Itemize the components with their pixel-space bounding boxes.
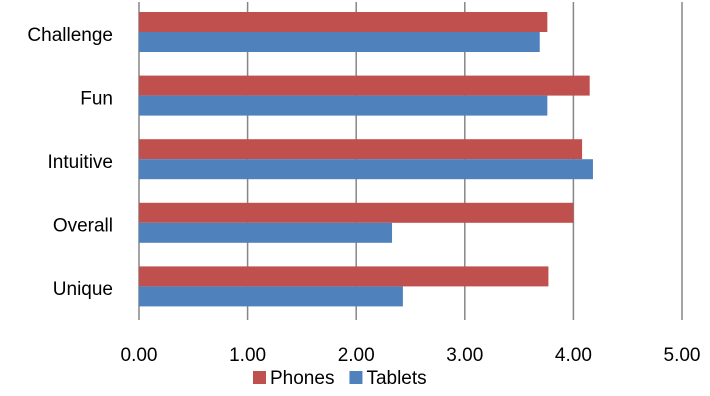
legend-label-phones: Phones [270, 368, 334, 389]
category-label: Intuitive [48, 152, 113, 173]
legend-swatch-phones [253, 371, 266, 384]
category-label: Overall [53, 216, 113, 237]
category-label: Challenge [27, 25, 113, 46]
bar-phones-unique [139, 266, 549, 287]
bar-tablets-challenge [139, 32, 540, 52]
bar-tablets-unique [139, 286, 403, 307]
bar-phones-intuitive [139, 139, 583, 160]
x-tick-label: 5.00 [664, 345, 701, 366]
legend-label-tablets: Tablets [366, 368, 426, 389]
bar-phones-overall [139, 202, 574, 223]
bar-tablets-fun [139, 95, 548, 116]
x-tick-label: 0.00 [121, 345, 158, 366]
category-label: Fun [80, 88, 113, 109]
legend-swatch-tablets [349, 371, 363, 384]
x-tick-label: 4.00 [555, 345, 592, 366]
bar-phones-challenge [139, 12, 548, 32]
x-tick-label: 2.00 [338, 345, 375, 366]
bar-phones-fun [139, 75, 590, 96]
bar-tablets-overall [139, 222, 393, 243]
category-label: Unique [53, 279, 113, 300]
x-tick-label: 1.00 [229, 345, 266, 366]
bar-tablets-intuitive [139, 159, 593, 180]
x-tick-label: 3.00 [446, 345, 483, 366]
